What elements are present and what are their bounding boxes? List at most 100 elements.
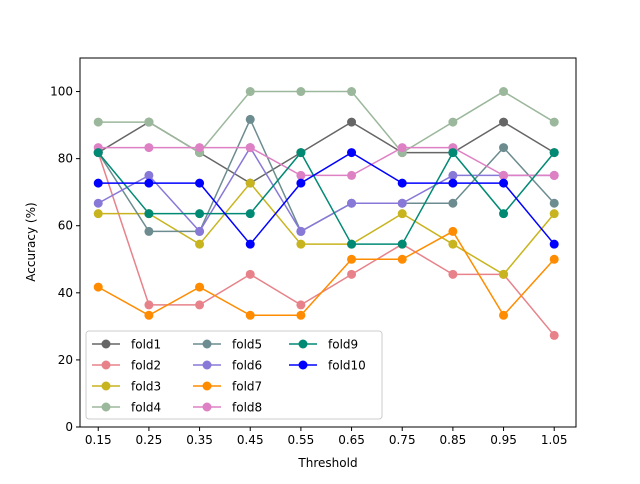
data-point [195,239,205,249]
legend-marker [298,339,308,349]
x-tick-label: 0.85 [440,433,467,447]
data-point [245,143,255,153]
series-line [98,90,555,154]
data-point [549,330,559,340]
data-point [397,178,407,188]
x-tick-label: 0.25 [136,433,163,447]
data-point [195,282,205,292]
data-point [195,300,205,310]
data-point [499,87,509,97]
series-line [97,146,555,233]
legend-marker [101,360,111,370]
data-point [549,254,559,264]
legend-item-fold2: fold2 [92,359,161,373]
data-point [296,178,306,188]
data-point [448,198,458,208]
x-tick-label: 0.75 [389,433,416,447]
data-point [347,87,357,97]
series-fold8 [93,143,559,180]
data-point [144,170,154,180]
legend-marker [202,402,212,412]
legend-marker [202,381,212,391]
data-point [448,239,458,249]
legend-item-fold7: fold7 [193,380,262,394]
data-point [549,148,559,158]
data-point [448,269,458,279]
data-point [347,198,357,208]
data-point [499,178,509,188]
legend-label: fold1 [131,338,161,352]
legend-item-fold9: fold9 [289,338,358,352]
series-fold4 [93,87,559,158]
legend-label: fold9 [328,338,358,352]
data-point [245,114,255,124]
data-point [144,300,154,310]
legend-label: fold10 [328,359,366,373]
data-point [448,117,458,127]
legend-marker [101,381,111,391]
data-point [195,226,205,236]
data-point [397,198,407,208]
data-point [347,148,357,158]
x-tick-label: 0.55 [288,433,315,447]
series-line [98,181,555,276]
data-point [195,209,205,219]
data-point [549,209,559,219]
data-point [549,239,559,249]
legend-item-fold1: fold1 [92,338,161,352]
data-point [245,209,255,219]
legend-item-fold3: fold3 [92,380,161,394]
legend-item-fold5: fold5 [193,338,262,352]
data-point [499,117,509,127]
legend-label: fold7 [232,380,262,394]
data-point [245,239,255,249]
data-point [296,310,306,320]
data-point [93,282,103,292]
data-point [195,178,205,188]
data-point [195,143,205,153]
data-point [448,178,458,188]
legend-item-fold4: fold4 [92,401,161,415]
data-point [296,300,306,310]
series-fold3 [93,178,559,279]
series-line [98,146,555,177]
data-point [296,170,306,180]
legend-label: fold2 [131,359,161,373]
series-fold1 [93,117,559,188]
data-point [93,209,103,219]
y-tick-label: 0 [65,420,73,434]
data-point [245,269,255,279]
y-tick-label: 60 [58,219,73,233]
y-tick-label: 100 [50,85,73,99]
data-point [448,226,458,236]
legend-marker [298,360,308,370]
data-point [549,170,559,180]
data-point [397,254,407,264]
data-point [93,117,103,127]
data-point [296,239,306,249]
data-point [245,87,255,97]
series-fold10 [93,148,559,249]
x-tick-label: 0.65 [338,433,365,447]
data-point [296,148,306,158]
series-line [97,121,555,185]
y-tick-label: 40 [58,286,73,300]
y-tick-label: 20 [58,353,73,367]
axis-ticks: 0.15 0.25 0.35 0.45 0.55 0.65 0.75 0.85 0.95 1.05… [50,85,567,447]
y-tick-label: 80 [58,152,73,166]
legend-item-fold10: fold10 [289,359,366,373]
legend-item-fold8: fold8 [193,401,262,415]
data-point [549,198,559,208]
series-layer [93,87,559,340]
x-tick-label: 1.05 [541,433,568,447]
data-point [144,226,154,236]
data-point [144,117,154,127]
series-line [97,230,555,317]
data-point [347,117,357,127]
data-point [499,170,509,180]
x-tick-label: 0.95 [490,433,517,447]
data-point [347,269,357,279]
legend-label: fold6 [232,359,262,373]
legend-marker [101,339,111,349]
